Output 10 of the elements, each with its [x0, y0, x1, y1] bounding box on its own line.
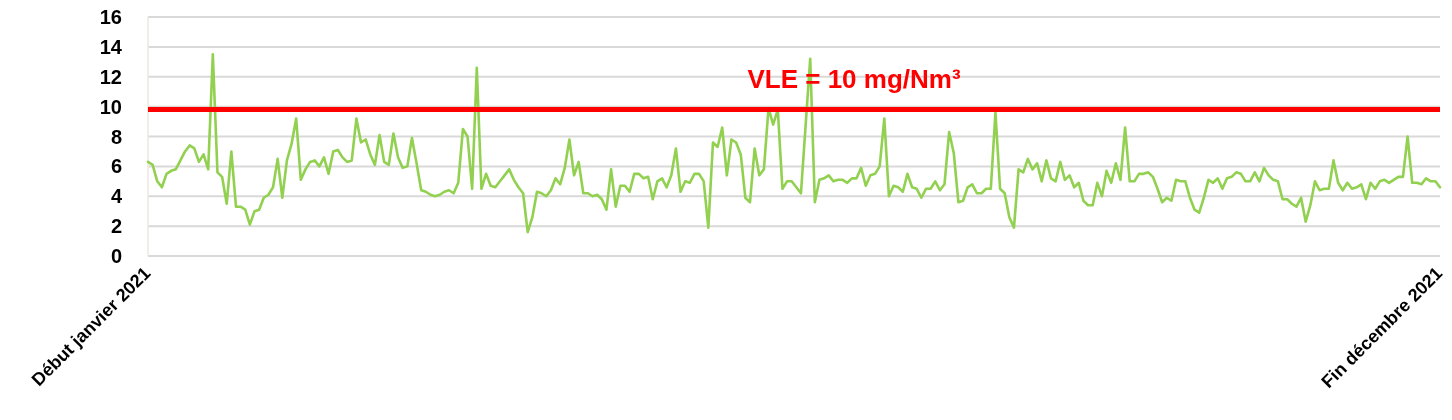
- y-tick-label: 16: [99, 6, 122, 28]
- y-tick-label: 14: [99, 35, 123, 58]
- y-tick-label: 0: [110, 245, 122, 267]
- y-tick-label: 4: [110, 185, 123, 208]
- y-tick-label: 12: [99, 65, 122, 88]
- y-tick-label: 6: [110, 155, 122, 178]
- y-tick-label: 10: [99, 95, 122, 118]
- y-tick-label: 2: [110, 215, 122, 238]
- y-tick-label: 8: [110, 125, 122, 148]
- line-series: [146, 53, 1442, 234]
